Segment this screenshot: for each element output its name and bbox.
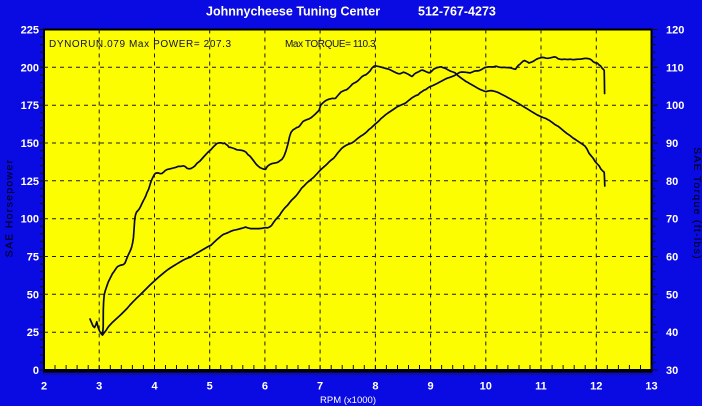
svg-text:75: 75 xyxy=(27,252,39,264)
svg-text:11: 11 xyxy=(535,381,547,393)
svg-text:50: 50 xyxy=(666,289,678,301)
svg-text:70: 70 xyxy=(666,214,678,226)
svg-text:9: 9 xyxy=(428,381,434,393)
svg-text:512-767-4273: 512-767-4273 xyxy=(418,5,496,19)
svg-text:12: 12 xyxy=(590,381,602,393)
svg-text:8: 8 xyxy=(372,381,378,393)
svg-text:0: 0 xyxy=(33,365,39,377)
svg-text:25: 25 xyxy=(27,327,39,339)
svg-text:5: 5 xyxy=(207,381,213,393)
svg-text:3: 3 xyxy=(96,381,102,393)
svg-text:13: 13 xyxy=(645,381,657,393)
svg-text:30: 30 xyxy=(666,365,678,377)
svg-text:60: 60 xyxy=(666,252,678,264)
svg-text:100: 100 xyxy=(666,100,684,112)
svg-text:225: 225 xyxy=(21,25,39,37)
svg-text:6: 6 xyxy=(262,381,268,393)
svg-text:Max TORQUE= 110.3: Max TORQUE= 110.3 xyxy=(285,39,376,50)
svg-text:Johnnycheese Tuning Center: Johnnycheese Tuning Center xyxy=(206,5,380,19)
svg-text:10: 10 xyxy=(480,381,492,393)
svg-text:4: 4 xyxy=(151,381,158,393)
svg-text:175: 175 xyxy=(21,100,39,112)
svg-text:40: 40 xyxy=(666,327,678,339)
svg-text:DYNORUN.079 Max POWER= 207.3: DYNORUN.079 Max POWER= 207.3 xyxy=(49,39,232,50)
svg-text:90: 90 xyxy=(666,138,678,150)
svg-text:80: 80 xyxy=(666,176,678,188)
svg-text:50: 50 xyxy=(27,289,39,301)
svg-text:150: 150 xyxy=(21,138,39,150)
svg-text:100: 100 xyxy=(21,214,39,226)
svg-text:SAE Torque (ft-lbs): SAE Torque (ft-lbs) xyxy=(691,147,702,260)
svg-text:200: 200 xyxy=(21,62,39,74)
svg-text:RPM (x1000): RPM (x1000) xyxy=(320,395,376,406)
svg-text:125: 125 xyxy=(21,176,39,188)
svg-text:2: 2 xyxy=(41,381,47,393)
svg-text:110: 110 xyxy=(666,62,684,74)
svg-text:120: 120 xyxy=(666,25,684,37)
svg-text:7: 7 xyxy=(317,381,323,393)
svg-text:SAE Horsepower: SAE Horsepower xyxy=(4,159,16,258)
